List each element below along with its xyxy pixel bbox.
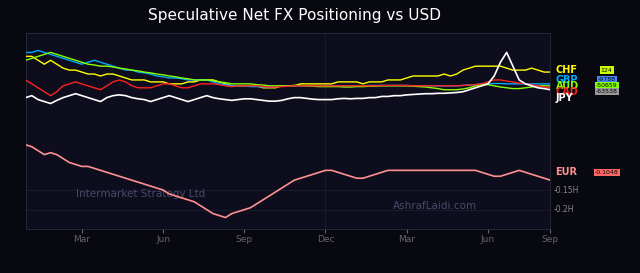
Text: -0.2H: -0.2H xyxy=(554,205,574,214)
Text: 124: 124 xyxy=(601,68,612,73)
Text: CAD: CAD xyxy=(556,87,579,97)
Text: AshrafLaidi.com: AshrafLaidi.com xyxy=(393,201,477,211)
Text: AUD: AUD xyxy=(556,81,579,91)
Text: -9788: -9788 xyxy=(598,78,616,82)
Text: -0.15H: -0.15H xyxy=(554,186,579,194)
Text: Speculative Net FX Positioning vs USD: Speculative Net FX Positioning vs USD xyxy=(148,8,441,23)
Text: Intermarket Strategy Ltd: Intermarket Strategy Ltd xyxy=(76,189,205,199)
Text: -63538: -63538 xyxy=(596,89,618,94)
Text: JPY: JPY xyxy=(556,93,573,103)
Text: GBP: GBP xyxy=(556,75,578,85)
Text: CHF: CHF xyxy=(556,65,577,75)
Text: -50659: -50659 xyxy=(596,83,618,88)
Text: EUR: EUR xyxy=(556,167,577,177)
Text: -0.1048: -0.1048 xyxy=(595,170,619,175)
